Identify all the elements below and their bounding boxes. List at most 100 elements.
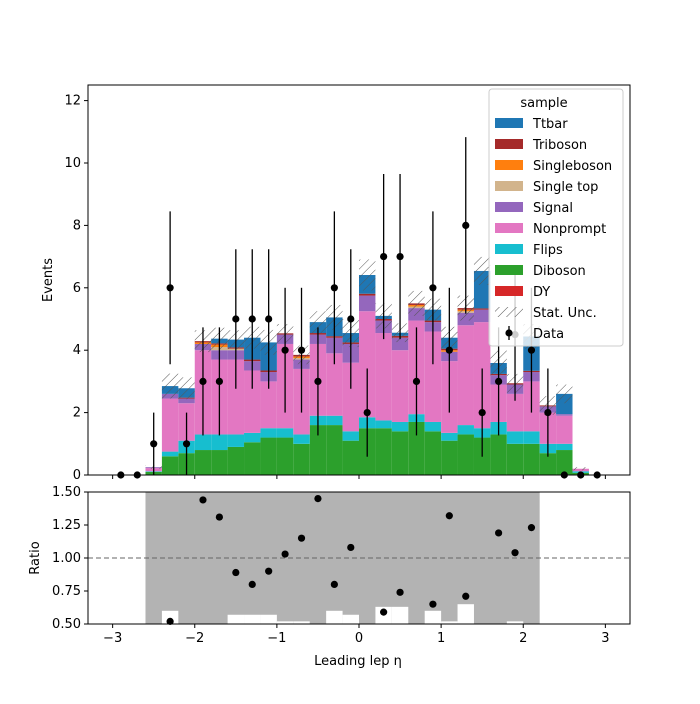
bar-nonprompt-3 (161, 398, 179, 452)
main-y-tick-label: 6 (73, 281, 81, 296)
ratio-band-gap-21 (457, 604, 474, 624)
bar-signal-15 (359, 295, 376, 312)
data-point-21 (462, 221, 470, 229)
bar-diboson-10 (276, 437, 294, 475)
bar-flips-6 (211, 434, 228, 451)
bar-diboson-25 (523, 443, 540, 475)
legend-label-triboson: Triboson (532, 138, 587, 153)
legend-label-single-top: Single top (533, 180, 598, 195)
legend-swatch-triboson (495, 139, 523, 149)
legend-box (488, 88, 624, 347)
data-point-6 (215, 377, 223, 385)
stat-unc-band-12 (309, 311, 327, 334)
legend-label-signal: Signal (533, 201, 573, 216)
legend-swatch-diboson (495, 265, 523, 275)
bar-diboson-5 (194, 450, 212, 475)
ratio-band-gap-14 (342, 614, 359, 624)
bar-diboson-20 (441, 440, 458, 475)
bar-diboson-9 (260, 437, 277, 475)
ratio-point-0 (166, 617, 174, 625)
bar-nonprompt-13 (326, 353, 343, 416)
bar-flips-25 (523, 431, 540, 444)
data-point-11 (297, 346, 306, 354)
ratio-y-tick-label: 0.75 (52, 584, 81, 599)
ratio-band-gap-11 (293, 621, 310, 624)
bar-diboson-8 (244, 442, 261, 475)
legend-label-ttbar: Ttbar (532, 117, 568, 132)
stat-unc-band-28 (572, 467, 589, 471)
legend-label-diboson: Diboson (533, 264, 586, 279)
ratio-band-gap-8 (244, 614, 261, 624)
data-point-23 (495, 377, 503, 385)
legend-title: sample (520, 96, 567, 111)
legend-swatch-dy (495, 286, 523, 296)
bar-diboson-11 (293, 443, 310, 475)
ratio-point-12 (396, 588, 404, 596)
legend-swatch-stat-unc- (495, 307, 523, 317)
bar-flips-14 (342, 431, 359, 441)
bar-diboson-23 (490, 434, 507, 475)
bar-nonprompt-8 (244, 370, 261, 433)
legend-swatch-nonprompt (495, 223, 523, 233)
bar-flips-13 (326, 415, 343, 426)
ratio-point-13 (429, 600, 437, 608)
main-y-tick-label: 8 (73, 218, 81, 233)
legend: sample Ttbar Triboson Singleboson Single top… (488, 88, 624, 347)
ratio-y-axis-label: Ratio (28, 541, 43, 574)
bar-diboson-6 (211, 450, 228, 475)
bar-nonprompt-19 (424, 331, 442, 422)
ratio-y-tick-label: 1.25 (52, 518, 81, 533)
bar-flips-7 (227, 434, 245, 447)
ratio-band-gap-24 (506, 621, 524, 624)
data-point-8 (248, 315, 256, 323)
legend-label-dy: DY (533, 285, 550, 300)
bar-flips-16 (375, 420, 392, 429)
data-point-16 (380, 253, 388, 261)
bar-diboson-24 (506, 443, 524, 475)
data-point-20 (445, 346, 453, 354)
stat-unc-band-3 (161, 373, 179, 399)
legend-swatch-flips (495, 244, 523, 254)
stat-unc-band-27 (556, 384, 573, 404)
bar-nonprompt-27 (556, 415, 573, 444)
ratio-band-gap-3 (161, 610, 179, 624)
legend-label-stat-unc-: Stat. Unc. (533, 306, 597, 321)
bar-flips-5 (194, 434, 212, 451)
ratio-point-15 (462, 592, 470, 600)
bar-flips-3 (161, 451, 179, 457)
legend-label-data: Data (533, 327, 564, 342)
ratio-point-9 (330, 580, 338, 589)
bar-diboson-13 (326, 425, 343, 475)
main-y-tick-label: 2 (73, 406, 81, 421)
bar-diboson-18 (408, 421, 425, 475)
ratio-point-11 (380, 608, 388, 616)
ratio-point-1 (199, 496, 207, 504)
bar-signal-27 (556, 414, 573, 416)
legend-label-flips: Flips (533, 243, 563, 258)
ratio-point-3 (232, 568, 240, 577)
data-point-14 (347, 315, 355, 323)
data-point-15 (363, 409, 371, 417)
ratio-point-8 (314, 495, 322, 503)
ratio-point-17 (511, 549, 519, 557)
ratio-y-tick-label: 1.00 (52, 551, 81, 566)
ratio-band-gap-10 (276, 621, 294, 624)
bar-diboson-19 (424, 431, 442, 475)
ratio-y-tick-label: 1.50 (52, 485, 81, 500)
ratio-point-6 (281, 550, 289, 558)
bar-signal-22 (473, 309, 491, 323)
ratio-point-18 (527, 524, 536, 532)
data-point-9 (265, 315, 273, 323)
ratio-point-2 (215, 513, 223, 521)
x-tick-label: −3 (103, 631, 122, 646)
main-y-tick-label: 0 (73, 468, 81, 483)
x-tick-label: 3 (601, 631, 609, 646)
bar-flips-17 (391, 421, 409, 432)
ratio-point-16 (495, 529, 503, 537)
x-axis-label: Leading lep η (314, 654, 402, 669)
bar-nonprompt-24 (506, 393, 524, 432)
bar-diboson-21 (457, 434, 474, 475)
ratio-point-10 (347, 543, 355, 552)
